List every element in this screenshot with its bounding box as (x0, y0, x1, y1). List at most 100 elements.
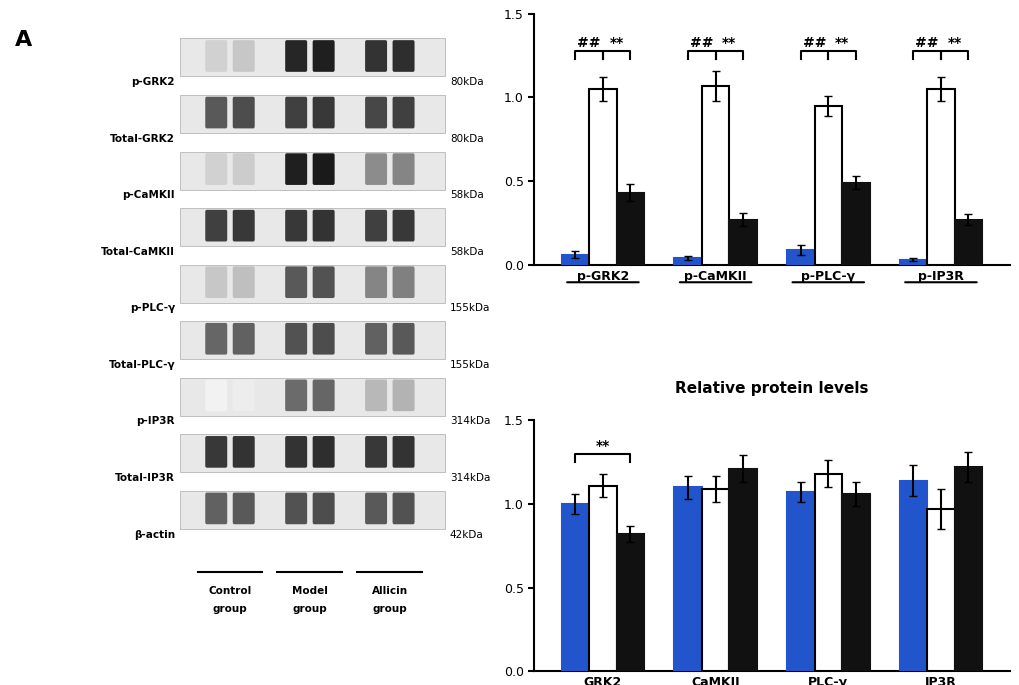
Text: 80kDa: 80kDa (449, 77, 483, 87)
Bar (701, 86, 729, 264)
FancyBboxPatch shape (205, 266, 227, 298)
FancyBboxPatch shape (392, 493, 414, 524)
FancyBboxPatch shape (180, 95, 444, 133)
Text: 314kDa: 314kDa (449, 473, 490, 483)
FancyBboxPatch shape (285, 97, 307, 128)
FancyBboxPatch shape (232, 266, 255, 298)
FancyBboxPatch shape (365, 493, 386, 524)
FancyBboxPatch shape (232, 40, 255, 72)
Text: 314kDa: 314kDa (449, 416, 490, 426)
Text: 80kDa: 80kDa (449, 134, 483, 144)
FancyBboxPatch shape (180, 491, 444, 529)
FancyBboxPatch shape (205, 40, 227, 72)
Text: 42kDa: 42kDa (449, 530, 483, 540)
FancyBboxPatch shape (313, 97, 334, 128)
FancyBboxPatch shape (205, 323, 227, 355)
FancyBboxPatch shape (392, 323, 414, 355)
Bar (561, 255, 589, 264)
Bar (954, 219, 981, 264)
Text: Total-PLC-γ: Total-PLC-γ (108, 360, 175, 370)
FancyBboxPatch shape (313, 436, 334, 468)
Title: Relative protein levels: Relative protein levels (675, 381, 868, 395)
Text: Total-CaMKII: Total-CaMKII (101, 247, 175, 257)
FancyBboxPatch shape (180, 38, 444, 77)
FancyBboxPatch shape (205, 493, 227, 524)
Bar (674, 487, 701, 671)
Bar (842, 183, 869, 264)
FancyBboxPatch shape (205, 153, 227, 185)
FancyBboxPatch shape (205, 97, 227, 128)
Bar (814, 474, 842, 671)
Text: p-PLC-γ: p-PLC-γ (129, 303, 175, 313)
FancyBboxPatch shape (313, 493, 334, 524)
Bar (787, 493, 814, 671)
Text: A: A (15, 30, 33, 50)
FancyBboxPatch shape (313, 153, 334, 185)
FancyBboxPatch shape (180, 321, 444, 359)
FancyBboxPatch shape (232, 436, 255, 468)
Bar (926, 509, 954, 671)
Bar (729, 469, 756, 671)
FancyBboxPatch shape (313, 323, 334, 355)
FancyBboxPatch shape (365, 97, 386, 128)
Bar (814, 105, 842, 264)
FancyBboxPatch shape (205, 379, 227, 411)
FancyBboxPatch shape (232, 97, 255, 128)
Text: **: ** (595, 439, 609, 453)
FancyBboxPatch shape (392, 97, 414, 128)
FancyBboxPatch shape (365, 323, 386, 355)
Text: Total-IP3R: Total-IP3R (115, 473, 175, 483)
FancyBboxPatch shape (232, 210, 255, 242)
Bar (701, 489, 729, 671)
Text: Allicin: Allicin (371, 586, 408, 597)
Text: 58kDa: 58kDa (449, 190, 483, 200)
FancyBboxPatch shape (365, 153, 386, 185)
FancyBboxPatch shape (365, 266, 386, 298)
Text: 58kDa: 58kDa (449, 247, 483, 257)
FancyBboxPatch shape (365, 436, 386, 468)
FancyBboxPatch shape (313, 266, 334, 298)
Text: B: B (538, 30, 555, 50)
Bar (899, 260, 926, 264)
Text: **: ** (947, 36, 961, 50)
FancyBboxPatch shape (285, 323, 307, 355)
FancyBboxPatch shape (285, 153, 307, 185)
Bar (674, 258, 701, 264)
FancyBboxPatch shape (392, 210, 414, 242)
Bar (899, 481, 926, 671)
FancyBboxPatch shape (205, 210, 227, 242)
FancyBboxPatch shape (232, 493, 255, 524)
Text: 155kDa: 155kDa (449, 303, 490, 313)
FancyBboxPatch shape (285, 266, 307, 298)
Legend: Control-group, Model-group, Allicn-group: Control-group, Model-group, Allicn-group (884, 39, 1003, 104)
FancyBboxPatch shape (365, 379, 386, 411)
Text: group: group (372, 603, 407, 614)
Text: **: ** (721, 36, 736, 50)
Bar (589, 486, 616, 671)
Text: Control: Control (208, 586, 252, 597)
Text: **: ** (835, 36, 849, 50)
FancyBboxPatch shape (180, 264, 444, 303)
FancyBboxPatch shape (285, 493, 307, 524)
FancyBboxPatch shape (180, 151, 444, 190)
Text: p-GRK2: p-GRK2 (131, 77, 175, 87)
Text: β-actin: β-actin (133, 530, 175, 540)
FancyBboxPatch shape (285, 436, 307, 468)
Bar (926, 89, 954, 264)
FancyBboxPatch shape (232, 153, 255, 185)
Text: group: group (292, 603, 327, 614)
FancyBboxPatch shape (365, 210, 386, 242)
Bar (954, 467, 981, 671)
Text: ##: ## (577, 36, 600, 50)
Text: Total-GRK2: Total-GRK2 (110, 134, 175, 144)
Text: p-CaMKII: p-CaMKII (122, 190, 175, 200)
FancyBboxPatch shape (205, 436, 227, 468)
FancyBboxPatch shape (392, 379, 414, 411)
Bar (787, 249, 814, 264)
FancyBboxPatch shape (180, 377, 444, 416)
FancyBboxPatch shape (392, 40, 414, 72)
FancyBboxPatch shape (232, 323, 255, 355)
FancyBboxPatch shape (313, 379, 334, 411)
FancyBboxPatch shape (232, 379, 255, 411)
Text: Model: Model (291, 586, 327, 597)
